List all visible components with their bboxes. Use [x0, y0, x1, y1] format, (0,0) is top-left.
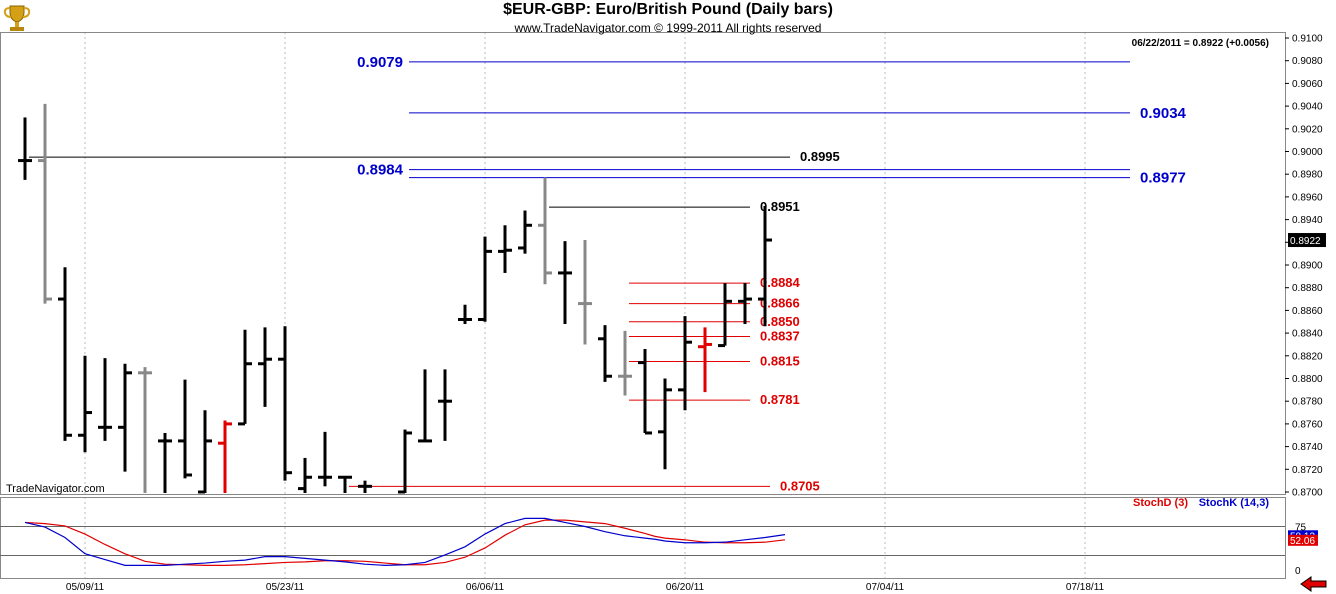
chart-subtitle: www.TradeNavigator.com © 1999-2011 All r…	[514, 21, 822, 35]
price-level-label: 0.8984	[357, 162, 404, 179]
price-panel-frame	[0, 32, 1286, 495]
price-level-label: 0.8977	[1140, 170, 1186, 187]
price-bars	[18, 103, 772, 494]
x-tick-label: 07/18/11	[1066, 582, 1105, 593]
y-tick-label: 0.8900	[1292, 261, 1323, 272]
y-tick-label: 0.8840	[1292, 329, 1323, 340]
y-tick-label: 0.8980	[1292, 170, 1323, 181]
y-tick-label: 0.8760	[1292, 419, 1323, 430]
x-tick-label: 05/23/11	[266, 582, 305, 593]
price-level-label: 0.8866	[760, 296, 800, 311]
grid-lines	[84, 32, 1086, 578]
y-tick-label: 0.9080	[1292, 56, 1323, 67]
oscillator-panel-frame	[0, 497, 1286, 579]
x-tick-label: 05/09/11	[66, 582, 105, 593]
y-tick-label: 0.8780	[1292, 397, 1323, 408]
stoch-series-line	[24, 519, 786, 566]
price-level-label: 0.9034	[1140, 105, 1187, 122]
price-level-label: 0.8837	[760, 329, 800, 344]
stoch-k-legend: StochK (14,3)	[1199, 497, 1270, 509]
stoch-d-last-marker	[1288, 534, 1318, 546]
osc-y-tick-label: 75	[1295, 523, 1307, 534]
y-tick-label: 0.8700	[1292, 488, 1323, 499]
y-tick-label: 0.9020	[1292, 124, 1323, 135]
y-tick-label: 0.8740	[1292, 442, 1323, 453]
panel-frames	[0, 32, 1286, 579]
watermark: TradeNavigator.com	[6, 483, 105, 495]
x-tick-label: 07/04/11	[866, 582, 905, 593]
axis-labels: 05/09/11 05/23/11 06/06/11 06/20/11 07/04/11…	[66, 34, 1326, 593]
y-tick-label: 0.8940	[1292, 215, 1323, 226]
stoch-d-legend: StochD (3)	[1133, 497, 1188, 509]
x-tick-label: 06/06/11	[466, 582, 505, 593]
price-level-label: 0.8705	[780, 478, 820, 493]
quote-readout: 06/22/2011 = 0.8922 (+0.0056)	[1132, 38, 1269, 49]
stoch-series-line	[24, 517, 786, 566]
trophy-icon[interactable]	[2, 2, 32, 34]
last-price-label: 0.8922	[1290, 236, 1321, 247]
stochastic-panel	[0, 517, 1285, 566]
chart-title: $EUR-GBP: Euro/British Pound (Daily bars…	[503, 1, 833, 18]
exit-arrow-icon[interactable]	[1299, 576, 1329, 592]
y-tick-label: 0.9040	[1292, 102, 1323, 113]
y-tick-label: 0.8720	[1292, 465, 1323, 476]
price-levels: 0.9079 0.9034 0.8995 0.8984 0.8977 0.8951 0.88…	[29, 54, 1187, 493]
price-level-label: 0.8884	[760, 275, 801, 290]
price-level-label: 0.8815	[760, 353, 800, 368]
y-tick-label: 0.9100	[1292, 34, 1323, 45]
y-tick-label: 0.8800	[1292, 374, 1323, 385]
y-tick-label: 0.8960	[1292, 192, 1323, 203]
y-tick-label: 0.8880	[1292, 283, 1323, 294]
price-level-label: 0.8995	[800, 149, 840, 164]
stoch-d-last-label: 52.06	[1290, 536, 1315, 547]
y-tick-label: 0.9000	[1292, 147, 1323, 158]
y-tick-label: 0.8860	[1292, 306, 1323, 317]
y-tick-label: 0.8820	[1292, 351, 1323, 362]
price-level-label: 0.8951	[760, 199, 800, 214]
price-level-label: 0.9079	[357, 54, 403, 71]
last-price-marker	[1288, 233, 1326, 248]
y-tick-label: 0.9060	[1292, 79, 1323, 90]
osc-y-tick-label: 0	[1295, 566, 1301, 577]
x-tick-label: 06/20/11	[666, 582, 705, 593]
price-level-label: 0.8850	[760, 314, 800, 329]
price-level-label: 0.8781	[760, 392, 800, 407]
